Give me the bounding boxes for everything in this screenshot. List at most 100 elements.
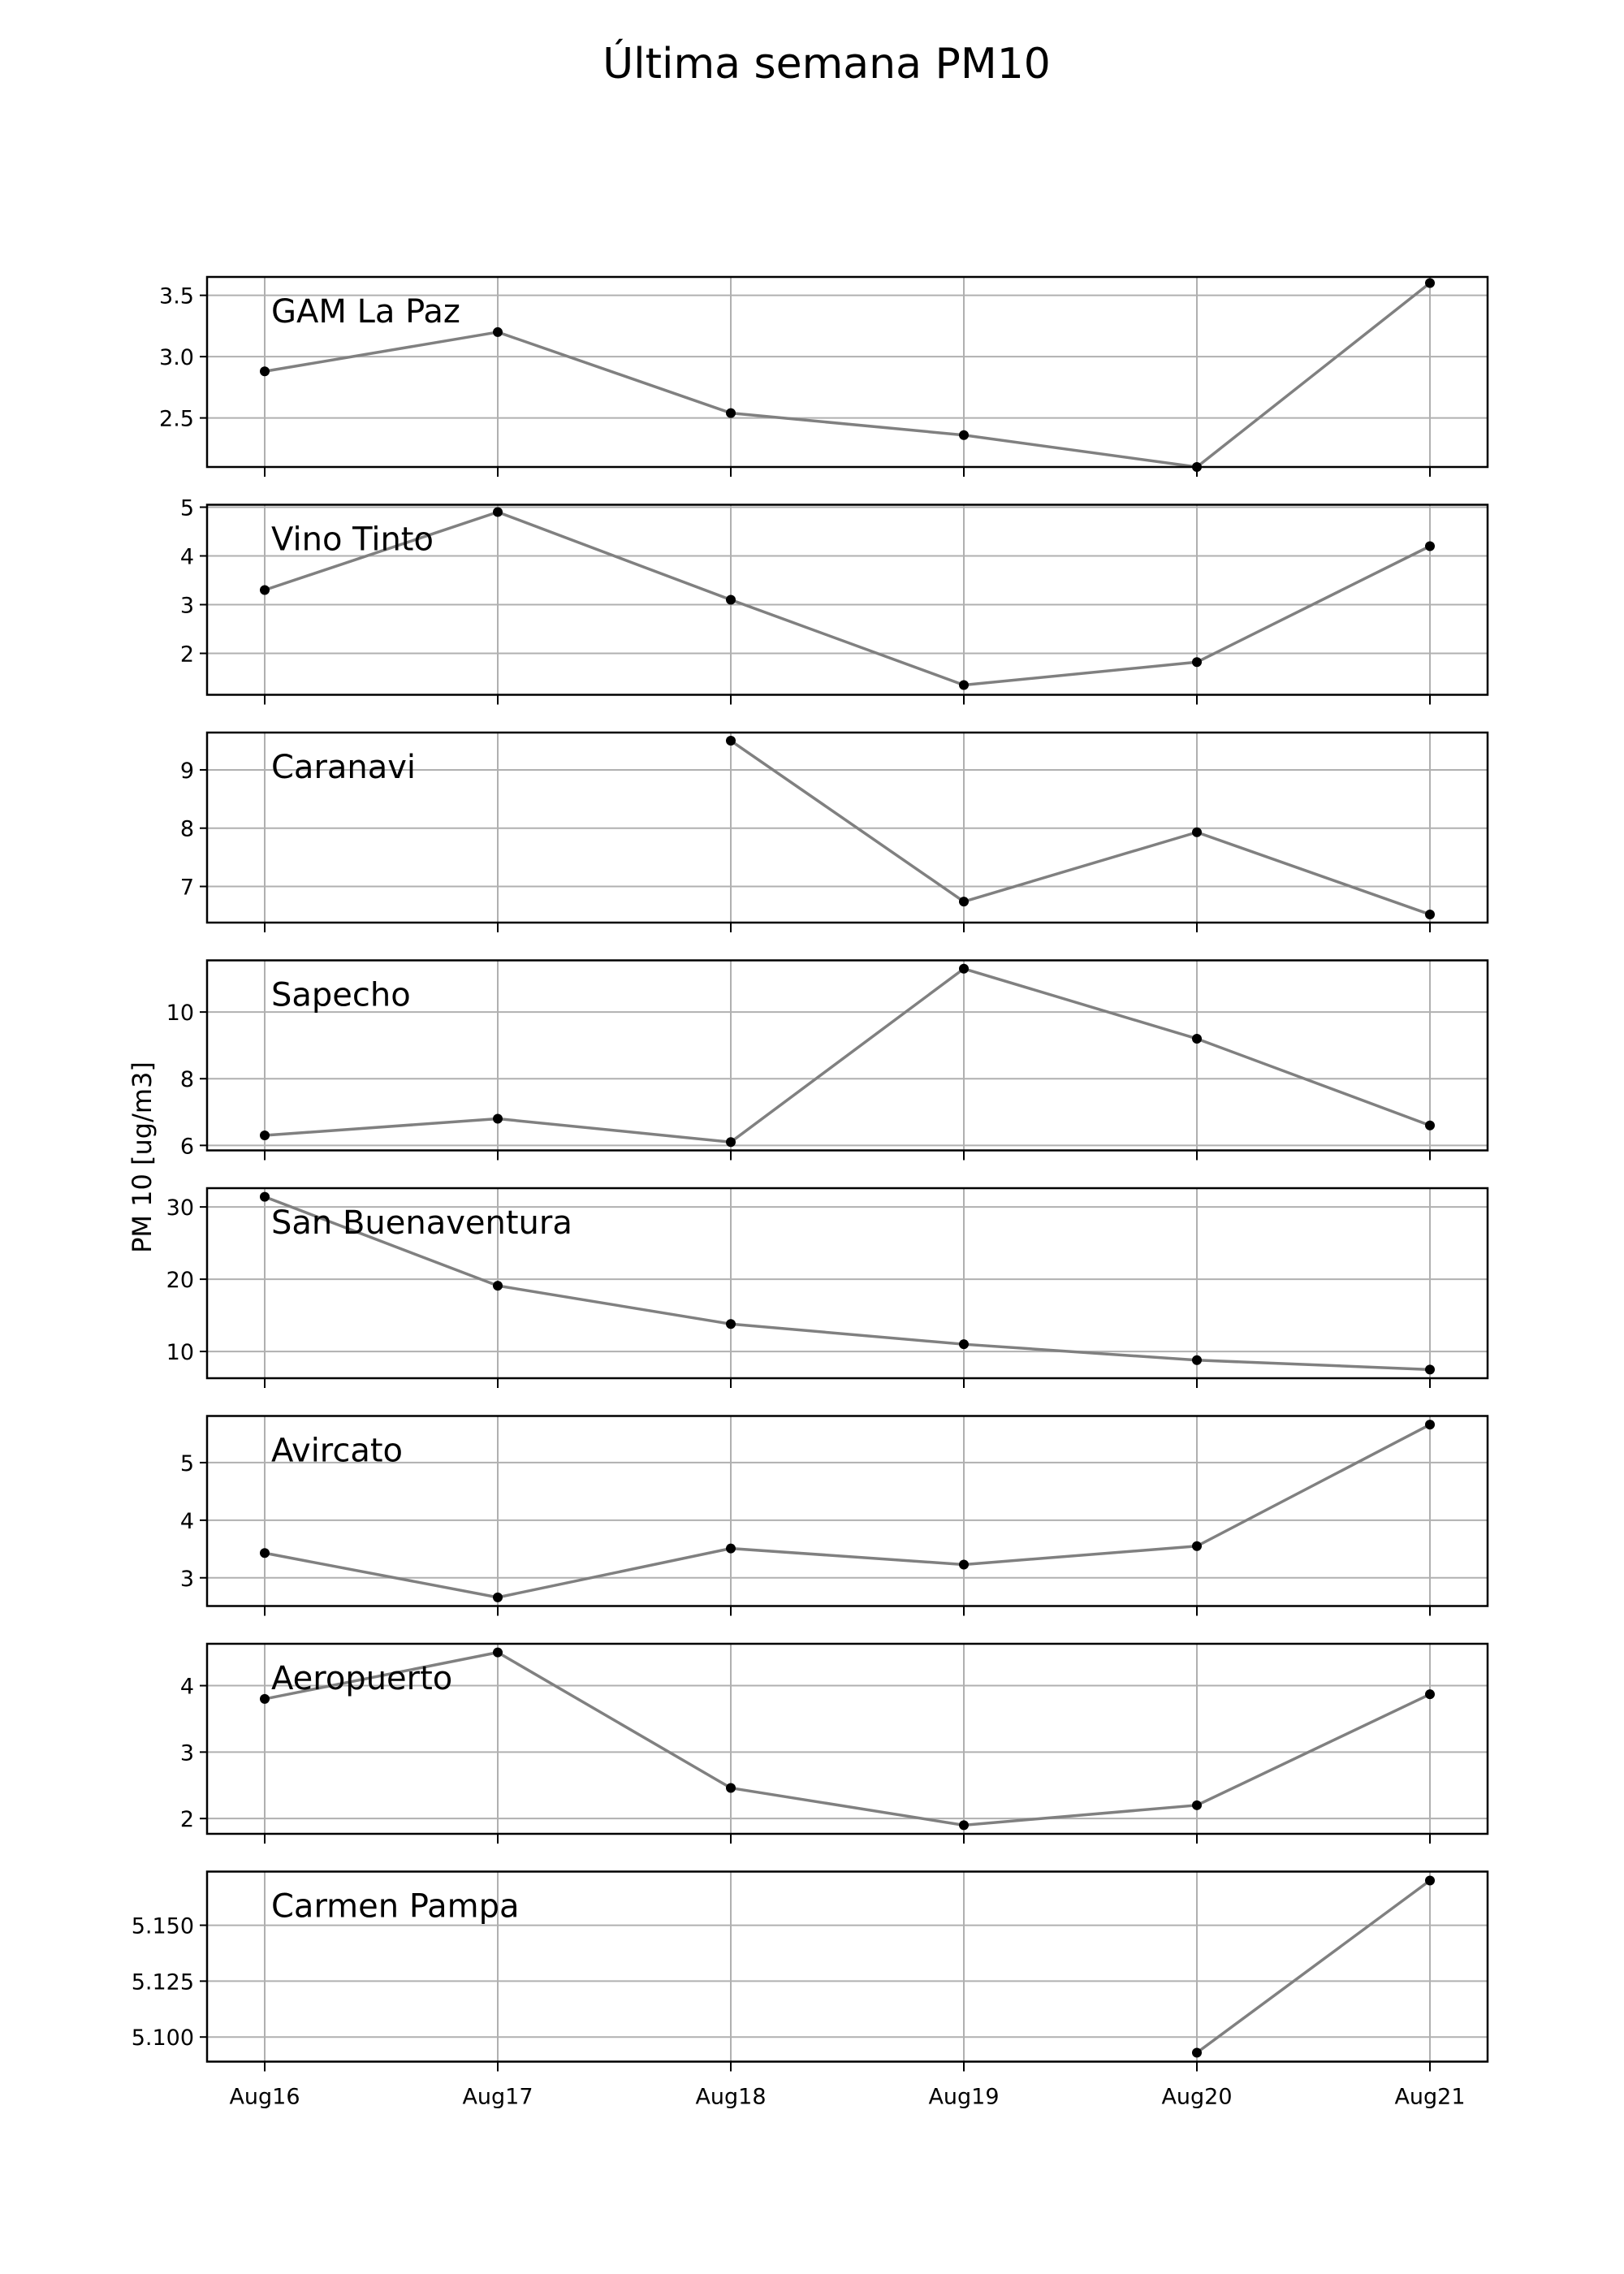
- y-tick-label: 5: [180, 496, 194, 521]
- x-tick-label: Aug16: [229, 2085, 300, 2110]
- data-point: [1192, 1541, 1202, 1551]
- data-point: [1192, 1033, 1202, 1044]
- y-tick-label: 3.5: [159, 284, 194, 309]
- data-point: [1425, 541, 1435, 551]
- data-point: [1192, 1355, 1202, 1365]
- y-tick-label: 3: [180, 594, 194, 619]
- subplot-panel: 6 8 10 Sapecho: [166, 959, 1489, 1161]
- panel-frame: [205, 959, 1489, 1152]
- data-point: [260, 1191, 270, 1202]
- panel-frame: [205, 504, 1489, 696]
- y-tick-label: 4: [180, 1675, 194, 1700]
- y-tick-label: 5.150: [132, 1914, 194, 1939]
- data-point: [1425, 1420, 1435, 1430]
- panel-station-label: Aeropuerto: [271, 1660, 452, 1697]
- data-point: [1425, 1120, 1435, 1131]
- data-point: [726, 736, 736, 746]
- data-point: [260, 585, 270, 595]
- y-tick-label: 20: [166, 1268, 194, 1293]
- data-point: [493, 507, 503, 517]
- data-point: [726, 408, 736, 418]
- data-point: [959, 680, 969, 690]
- series-line: [1195, 1879, 1432, 2054]
- panel-station-label: Caranavi: [271, 749, 416, 786]
- panel-frame: [205, 1415, 1489, 1607]
- data-point: [493, 1113, 503, 1124]
- data-point: [959, 1559, 969, 1570]
- subplot-panel: 5.100 5.125 5.150 Carmen Pampa: [132, 1870, 1489, 2072]
- subplot-panel: 2 3 4 5 Vino Tinto: [180, 496, 1489, 705]
- data-point: [726, 1137, 736, 1148]
- data-point: [493, 1281, 503, 1291]
- panel-station-label: GAM La Paz: [271, 293, 460, 331]
- x-tick-label: Aug19: [928, 2085, 999, 2110]
- x-tick-label: Aug18: [695, 2085, 766, 2110]
- y-tick-label: 2: [180, 1807, 194, 1832]
- data-point: [1425, 278, 1435, 288]
- series-line: [264, 1650, 1431, 1827]
- y-tick-label: 3: [180, 1740, 194, 1766]
- x-tick-labels: Aug16 Aug17 Aug18 Aug19 Aug20 Aug21: [229, 2085, 1465, 2110]
- data-point: [959, 963, 969, 974]
- y-tick-label: 4: [180, 545, 194, 570]
- x-tick-label: Aug21: [1394, 2085, 1465, 2110]
- y-tick-label: 2: [180, 642, 194, 668]
- subplot-panel: 2 3 4 Aeropuerto: [180, 1642, 1489, 1844]
- subplot-panel: 3 4 5 Avircato: [180, 1415, 1489, 1616]
- series-line: [264, 967, 1431, 1143]
- y-tick-label: 5: [180, 1451, 194, 1476]
- series-line: [730, 739, 1431, 916]
- data-point: [1192, 2047, 1202, 2058]
- data-point: [1192, 827, 1202, 837]
- x-tick-label: Aug17: [462, 2085, 533, 2110]
- subplot-panels: 2.5 3.0 3.5 GAM La Paz 2 3 4 5 Vino Tinto 7 8 9 Cara…: [132, 275, 1489, 2072]
- series-line: [264, 510, 1431, 687]
- y-tick-label: 5.125: [132, 1969, 194, 1995]
- series-line: [264, 282, 1432, 469]
- panel-station-label: Avircato: [271, 1433, 403, 1470]
- y-tick-label: 9: [180, 759, 194, 784]
- panel-frame: [205, 1870, 1489, 2063]
- chart-title: Última semana PM10: [603, 38, 1051, 89]
- panel-frame: [205, 275, 1489, 469]
- y-tick-label: 10: [166, 1001, 194, 1026]
- data-point: [726, 1319, 736, 1329]
- subplot-panel: 7 8 9 Caranavi: [180, 731, 1489, 932]
- panel-frame: [205, 731, 1489, 924]
- y-tick-label: 8: [180, 817, 194, 842]
- data-point: [260, 1131, 270, 1141]
- data-point: [260, 366, 270, 377]
- data-point: [1192, 1800, 1202, 1810]
- data-point: [726, 1543, 736, 1554]
- data-point: [1425, 909, 1435, 919]
- panel-station-label: Carmen Pampa: [271, 1888, 520, 1926]
- data-point: [260, 1693, 270, 1704]
- data-point: [726, 594, 736, 605]
- y-tick-label: 3.0: [159, 345, 194, 370]
- y-tick-label: 10: [166, 1340, 194, 1365]
- data-point: [493, 1592, 503, 1602]
- data-point: [1425, 1875, 1435, 1886]
- data-point: [959, 897, 969, 907]
- y-tick-label: 7: [180, 875, 194, 900]
- data-point: [493, 326, 503, 337]
- data-point: [1425, 1364, 1435, 1375]
- data-point: [959, 430, 969, 440]
- x-tick-label: Aug20: [1161, 2085, 1232, 2110]
- data-point: [959, 1820, 969, 1831]
- series-line: [264, 1423, 1431, 1599]
- y-tick-label: 3: [180, 1567, 194, 1592]
- subplot-panel: 2.5 3.0 3.5 GAM La Paz: [159, 275, 1489, 477]
- subplot-panel: 10 20 30 San Buenaventura: [166, 1187, 1489, 1388]
- y-tick-label: 30: [166, 1195, 194, 1221]
- panel-station-label: Vino Tinto: [271, 521, 434, 559]
- y-axis-label: PM 10 [ug/m3]: [127, 1061, 158, 1253]
- data-point: [493, 1647, 503, 1658]
- data-point: [1425, 1689, 1435, 1700]
- y-tick-label: 4: [180, 1509, 194, 1534]
- data-point: [260, 1548, 270, 1559]
- data-point: [959, 1339, 969, 1350]
- series-line: [264, 1195, 1431, 1372]
- panel-frame: [205, 1642, 1489, 1835]
